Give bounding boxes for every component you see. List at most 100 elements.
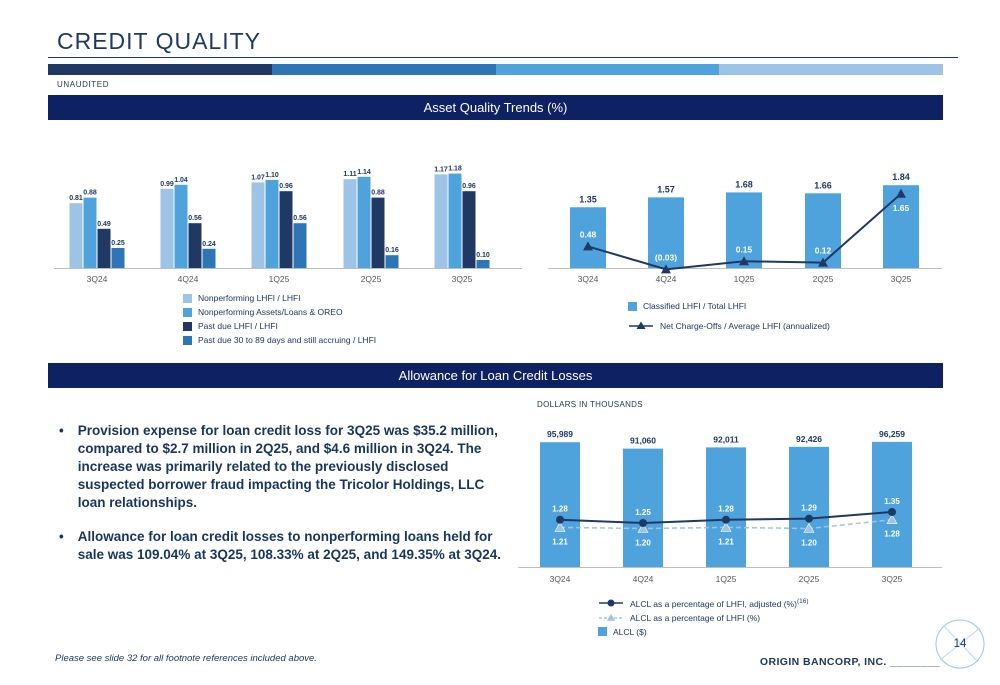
footnote-reference: (16) [796,598,809,605]
legend-asset-quality: Nonperforming LHFI / LHFI Nonperforming … [183,293,376,349]
line-marker [722,515,730,524]
line-value-label: 1.29 [801,504,817,513]
bar-value-label: 0.25 [111,240,125,247]
bar-value-label: 1.04 [174,177,188,184]
bar [448,173,462,268]
line-marker [888,508,896,516]
bar [789,446,829,567]
line-marker [803,522,815,533]
legend-label: Net Charge-Offs / Average LHFI (annualiz… [660,321,830,331]
bar [293,223,307,268]
category-label: 1Q25 [716,574,737,584]
legend-classified-chargeoffs: Classified LHFI / Total LHFI Net Charge-… [628,301,830,341]
bullet-item: Provision expense for loan credit loss f… [55,422,507,512]
legend-swatch-icon [628,301,637,311]
bar-value-label: 1.68 [735,179,753,189]
bar-value-label: 0.24 [202,241,216,248]
bar [872,441,912,567]
legend-item: Nonperforming LHFI / LHFI [183,293,376,303]
bar-value-label: 0.56 [293,215,307,222]
legend-swatch-icon [598,627,607,637]
bar-value-label: 1.18 [448,166,462,173]
line-value-label: 1.28 [552,505,568,514]
legend-label: Nonperforming LHFI / LHFI [198,293,301,303]
dollars-in-thousands-label: DOLLARS IN THOUSANDS [537,400,643,409]
bar [706,447,746,567]
page-number: 14 [953,638,967,650]
bar-value-label: 0.88 [371,190,385,197]
bar [83,197,97,268]
bar-value-label: 1.14 [357,169,371,176]
bar [265,180,279,268]
line-value-label: 1.28 [718,505,734,514]
bar-value-label: 1.10 [265,172,279,179]
bar-value-label: 1.66 [814,180,832,190]
bar-value-label: 0.10 [476,252,490,259]
title-underline [48,57,958,58]
color-bar-segment [495,64,720,75]
dashed-line-triangle-marker-icon [599,612,623,622]
line-marker [583,241,593,251]
line-marker [739,256,749,266]
bullet-text: Provision expense for loan credit loss f… [77,423,498,511]
bar-value-label: 92,426 [796,434,822,444]
bar [97,228,111,268]
company-name: ORIGIN BANCORP, INC. ________ [759,656,940,668]
bar [357,176,371,268]
line-triangle-marker-icon [629,321,653,329]
bar [462,191,476,268]
bar-value-label: 0.49 [97,221,111,228]
bar [69,203,83,268]
line-value-label: 1.35 [884,497,900,506]
legend-label: Classified LHFI / Total LHFI [643,301,747,311]
line-value-label: (0.03) [655,252,677,262]
legend-item: ALCL as a percentage of LHFI, adjusted (… [598,597,809,609]
line-value-label: 0.12 [815,246,832,256]
legend-item: Nonperforming Assets/Loans & OREO [183,307,376,317]
legend-label: ALCL as a percentage of LHFI (%) [630,612,761,623]
bar-value-label: 0.96 [279,183,293,190]
legend-item: Past due 30 to 89 days and still accruin… [183,335,376,345]
section-banner-allowance: Allowance for Loan Credit Losses [48,363,943,388]
legend-label: ALCL ($) [613,626,647,637]
bar-value-label: 92,011 [713,434,739,444]
line-value-label: 0.48 [580,229,597,239]
legend-item: Past due LHFI / LHFI [183,321,376,331]
bar [623,448,663,567]
footnote-text: Please see slide 32 for all footnote ref… [55,653,317,664]
bar [434,174,448,268]
line-marker [661,264,671,274]
line-marker [805,514,813,523]
legend-alcl: ALCL as a percentage of LHFI, adjusted (… [598,597,809,641]
bar-value-label: 0.16 [385,247,399,254]
legend-item: Classified LHFI / Total LHFI [628,301,830,311]
legend-label: Nonperforming Assets/Loans & OREO [198,307,343,317]
bar [343,179,357,268]
page-title: CREDIT QUALITY [57,28,261,54]
category-label: 3Q24 [87,274,108,284]
line-value-label: 1.20 [801,539,817,548]
bar [385,255,399,268]
bullet-text: Allowance for loan credit losses to nonp… [77,529,502,563]
category-label: 2Q25 [813,274,834,284]
decorative-color-bar [48,64,943,75]
category-label: 3Q25 [882,574,903,584]
bar [476,260,490,268]
category-label: 4Q24 [633,574,654,584]
category-label: 2Q25 [361,274,382,284]
category-label: 2Q25 [799,574,820,584]
legend-swatch-icon [183,335,192,345]
unaudited-label: UNAUDITED [57,80,110,89]
section-banner-asset-quality: Asset Quality Trends (%) [48,95,943,120]
bar-value-label: 91,060 [630,436,656,446]
category-label: 3Q24 [550,574,571,584]
bar [570,207,606,268]
bar-value-label: 0.88 [83,190,97,197]
legend-item: ALCL as a percentage of LHFI (%) [598,613,809,623]
color-bar-segment [48,64,272,75]
line-value-label: 1.20 [635,539,651,548]
bar-value-label: 0.81 [69,195,83,202]
legend-swatch-icon [183,321,192,331]
bar-value-label: 1.35 [579,194,597,204]
legend-label: Past due LHFI / LHFI [198,321,278,331]
